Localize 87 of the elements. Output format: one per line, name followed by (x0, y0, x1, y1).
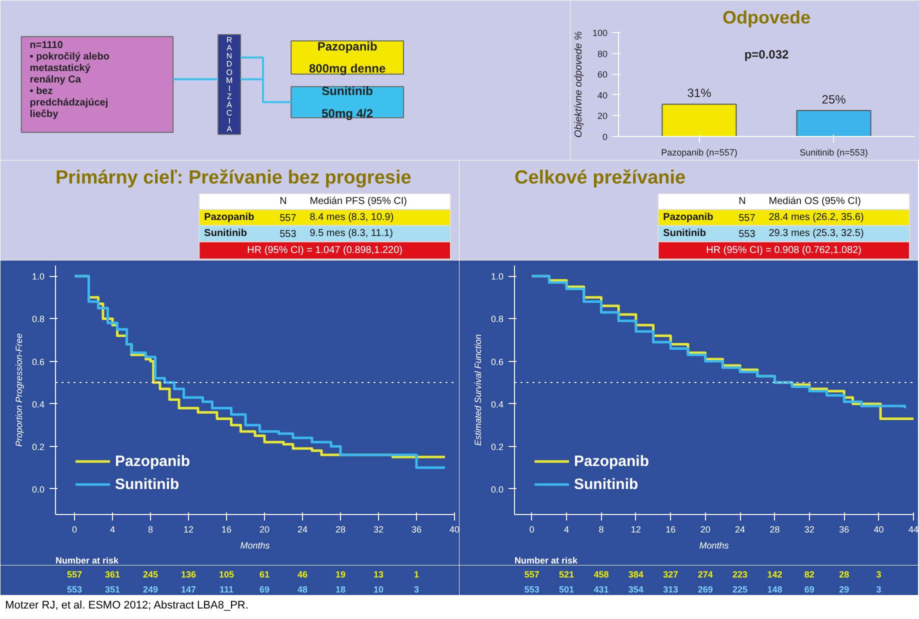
data-label: 31% (687, 86, 712, 100)
text: HR (95% CI) = 0.908 (0.762,1.082) (706, 244, 862, 256)
x-tick-label: 12 (630, 524, 641, 534)
legend-label: Pazopanib (115, 452, 190, 470)
x-tick-label: 36 (411, 524, 422, 534)
chart-title: Primárny cieľ: Prežívanie bez progresie (56, 168, 412, 188)
text: 553 351 249 147 111 69 48 18 10 3 (66, 584, 420, 594)
x-tick-label: 28 (770, 524, 780, 534)
x-tick-label: 20 (700, 524, 710, 534)
x-tick-label: 16 (666, 524, 676, 534)
legend-label: Pazopanib (574, 452, 650, 470)
text: 553 501 431 354 313 269 225 148 69 29 3 (524, 584, 882, 594)
text: Motzer RJ, et al. ESMO 2012; Abstract LBA8_PR. (5, 600, 248, 612)
y-tick-label: 0.8 (490, 314, 504, 324)
text: 8.4 mes (8.3, 10.9) (310, 212, 394, 224)
text: 557 361 245 136 105 61 46 19 13 1 (66, 569, 420, 580)
text: 557 (280, 213, 297, 224)
y-tick-label: 0.2 (32, 442, 45, 452)
x-tick-label: 8 (598, 524, 604, 534)
y-tick-label: 0.2 (490, 442, 504, 452)
y-tick-label: 80 (597, 48, 608, 59)
text: N (280, 196, 287, 208)
y-tick-label: 0.0 (490, 484, 504, 494)
text: 29.3 mes (25.3, 32.5) (768, 228, 864, 240)
x-tick-label: 4 (564, 524, 570, 534)
text: N (738, 196, 746, 208)
x-tick-label: 32 (804, 524, 814, 534)
y-axis-title: Objektívne odpovede % (573, 31, 584, 138)
text: Medián OS (95% CI) (768, 196, 862, 208)
text: 28.4 mes (26.2, 35.6) (768, 212, 864, 224)
text: Sunitinib (204, 228, 247, 240)
text: Sunitinib (663, 228, 706, 240)
x-tick-label: 28 (335, 524, 346, 534)
text: Pazopanib 800mg denne (308, 39, 386, 76)
legend-label: Sunitinib (574, 476, 638, 492)
x-axis-title: Months (699, 540, 730, 550)
x-tick-label: 12 (183, 524, 194, 534)
y-tick-label: 1.0 (32, 272, 45, 282)
text: Number at risk (514, 556, 579, 566)
x-tick-label: 24 (735, 524, 746, 534)
x-tick-label: Sunitinib (n=553) (800, 148, 868, 158)
x-tick-label: Pazopanib (n=557) (661, 148, 738, 158)
x-tick-label: 20 (259, 524, 270, 534)
x-axis-title: Months (240, 540, 270, 550)
y-tick-label: 0.6 (490, 356, 504, 367)
text: Sunitinib 50mg 4/2 (322, 84, 374, 120)
text: Number at risk (56, 556, 120, 566)
x-tick-label: 8 (148, 524, 154, 534)
chart-title: Odpovede (722, 8, 811, 28)
text: 9.5 mes (8.3, 11.1) (310, 228, 393, 240)
y-tick-label: 0.4 (32, 399, 45, 410)
text: n=1110 • pokročilý alebo metastatický renálny Ca • bez predchádzajúcej liečby (30, 40, 110, 120)
legend-label: Sunitinib (115, 476, 180, 492)
text: 553 (738, 229, 756, 240)
x-tick-label: 32 (373, 524, 384, 534)
x-tick-label: 24 (297, 524, 308, 534)
chart-title: Celkové prežívanie (514, 168, 686, 188)
x-tick-label: 36 (839, 524, 850, 534)
text: 557 (738, 213, 756, 224)
y-tick-label: 0.0 (32, 484, 45, 494)
x-tick-label: 4 (110, 524, 116, 534)
text: HR (95% CI) = 1.047 (0.898,1.220) (247, 244, 403, 256)
x-tick-label: 40 (874, 524, 884, 534)
x-tick-label: 0 (72, 524, 78, 534)
y-axis-title: Proportion Progression-Free (14, 333, 24, 447)
y-tick-label: 0 (602, 132, 608, 142)
x-tick-label: 40 (449, 524, 460, 534)
y-tick-label: 60 (597, 70, 608, 80)
y-axis-title: Estimated Survival Function (472, 334, 483, 446)
data-label: 25% (822, 92, 846, 106)
text: Pazopanib (204, 212, 254, 224)
x-tick-label: 16 (221, 524, 232, 534)
annotation: p=0.032 (744, 48, 790, 62)
y-tick-label: 20 (597, 111, 608, 122)
y-tick-label: 0.6 (32, 356, 45, 367)
y-tick-label: 1.0 (490, 272, 504, 282)
text: Pazopanib (663, 212, 714, 224)
x-tick-label: 44 (908, 524, 919, 534)
text: Medián PFS (95% CI) (310, 196, 408, 208)
y-tick-label: 0.8 (32, 314, 45, 324)
y-tick-label: 40 (597, 90, 608, 100)
text: 557 521 458 384 327 274 223 142 82 28 3 (524, 569, 882, 580)
text: 553 (280, 229, 297, 240)
x-tick-label: 0 (529, 524, 534, 534)
y-tick-label: 0.4 (490, 399, 504, 410)
y-tick-label: 100 (592, 28, 608, 38)
text: RANDOMIZÁCIA (226, 35, 233, 134)
